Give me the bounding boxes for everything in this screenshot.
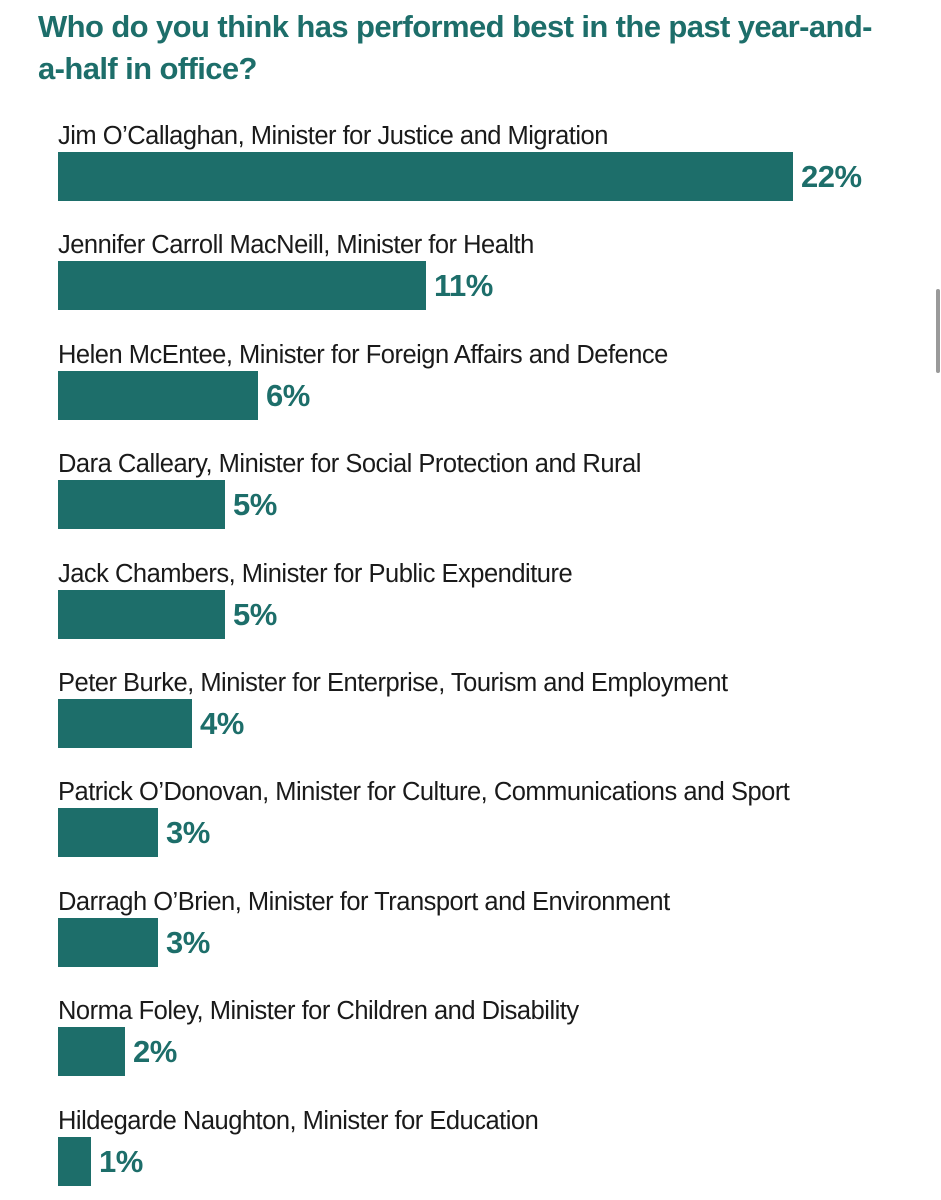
scroll-indicator[interactable] <box>936 289 940 373</box>
bar <box>58 589 225 639</box>
bar-category-label: Helen McEntee, Minister for Foreign Affa… <box>58 340 668 369</box>
bar <box>58 480 225 530</box>
bar <box>58 699 192 748</box>
bar-value-label: 3% <box>166 924 210 960</box>
bar <box>58 917 158 967</box>
bar-category-label: Hildegarde Naughton, Minister for Educat… <box>58 1106 539 1135</box>
bar-value-label: 5% <box>233 596 277 632</box>
bar <box>58 261 426 311</box>
bar-value-label: 6% <box>266 377 310 413</box>
bar <box>58 1027 125 1077</box>
bar-value-label: 11% <box>434 268 493 304</box>
bar-value-label: 4% <box>200 706 244 741</box>
bar <box>58 1136 91 1186</box>
bar-category-label: Norma Foley, Minister for Children and D… <box>58 997 579 1026</box>
bar-category-label: Jack Chambers, Minister for Public Expen… <box>58 559 573 588</box>
bar-value-label: 5% <box>233 487 277 523</box>
bar-category-label: Patrick O’Donovan, Minister for Culture,… <box>58 778 790 807</box>
bar-category-label: Darragh O’Brien, Minister for Transport … <box>58 887 670 916</box>
bar-value-label: 22% <box>801 159 862 194</box>
bar-value-label: 3% <box>166 815 210 851</box>
bar-category-label: Jennifer Carroll MacNeill, Minister for … <box>58 231 534 260</box>
bar <box>58 370 258 420</box>
bar-category-label: Jim O’Callaghan, Minister for Justice an… <box>58 122 608 150</box>
chart-title: Who do you think has performed best in t… <box>38 9 873 86</box>
bar-category-label: Dara Calleary, Minister for Social Prote… <box>58 450 641 479</box>
bar-category-label: Peter Burke, Minister for Enterprise, To… <box>58 669 728 697</box>
bar-value-label: 1% <box>99 1143 143 1179</box>
bar-value-label: 2% <box>133 1034 177 1070</box>
bar <box>58 152 793 201</box>
bar <box>58 808 158 858</box>
